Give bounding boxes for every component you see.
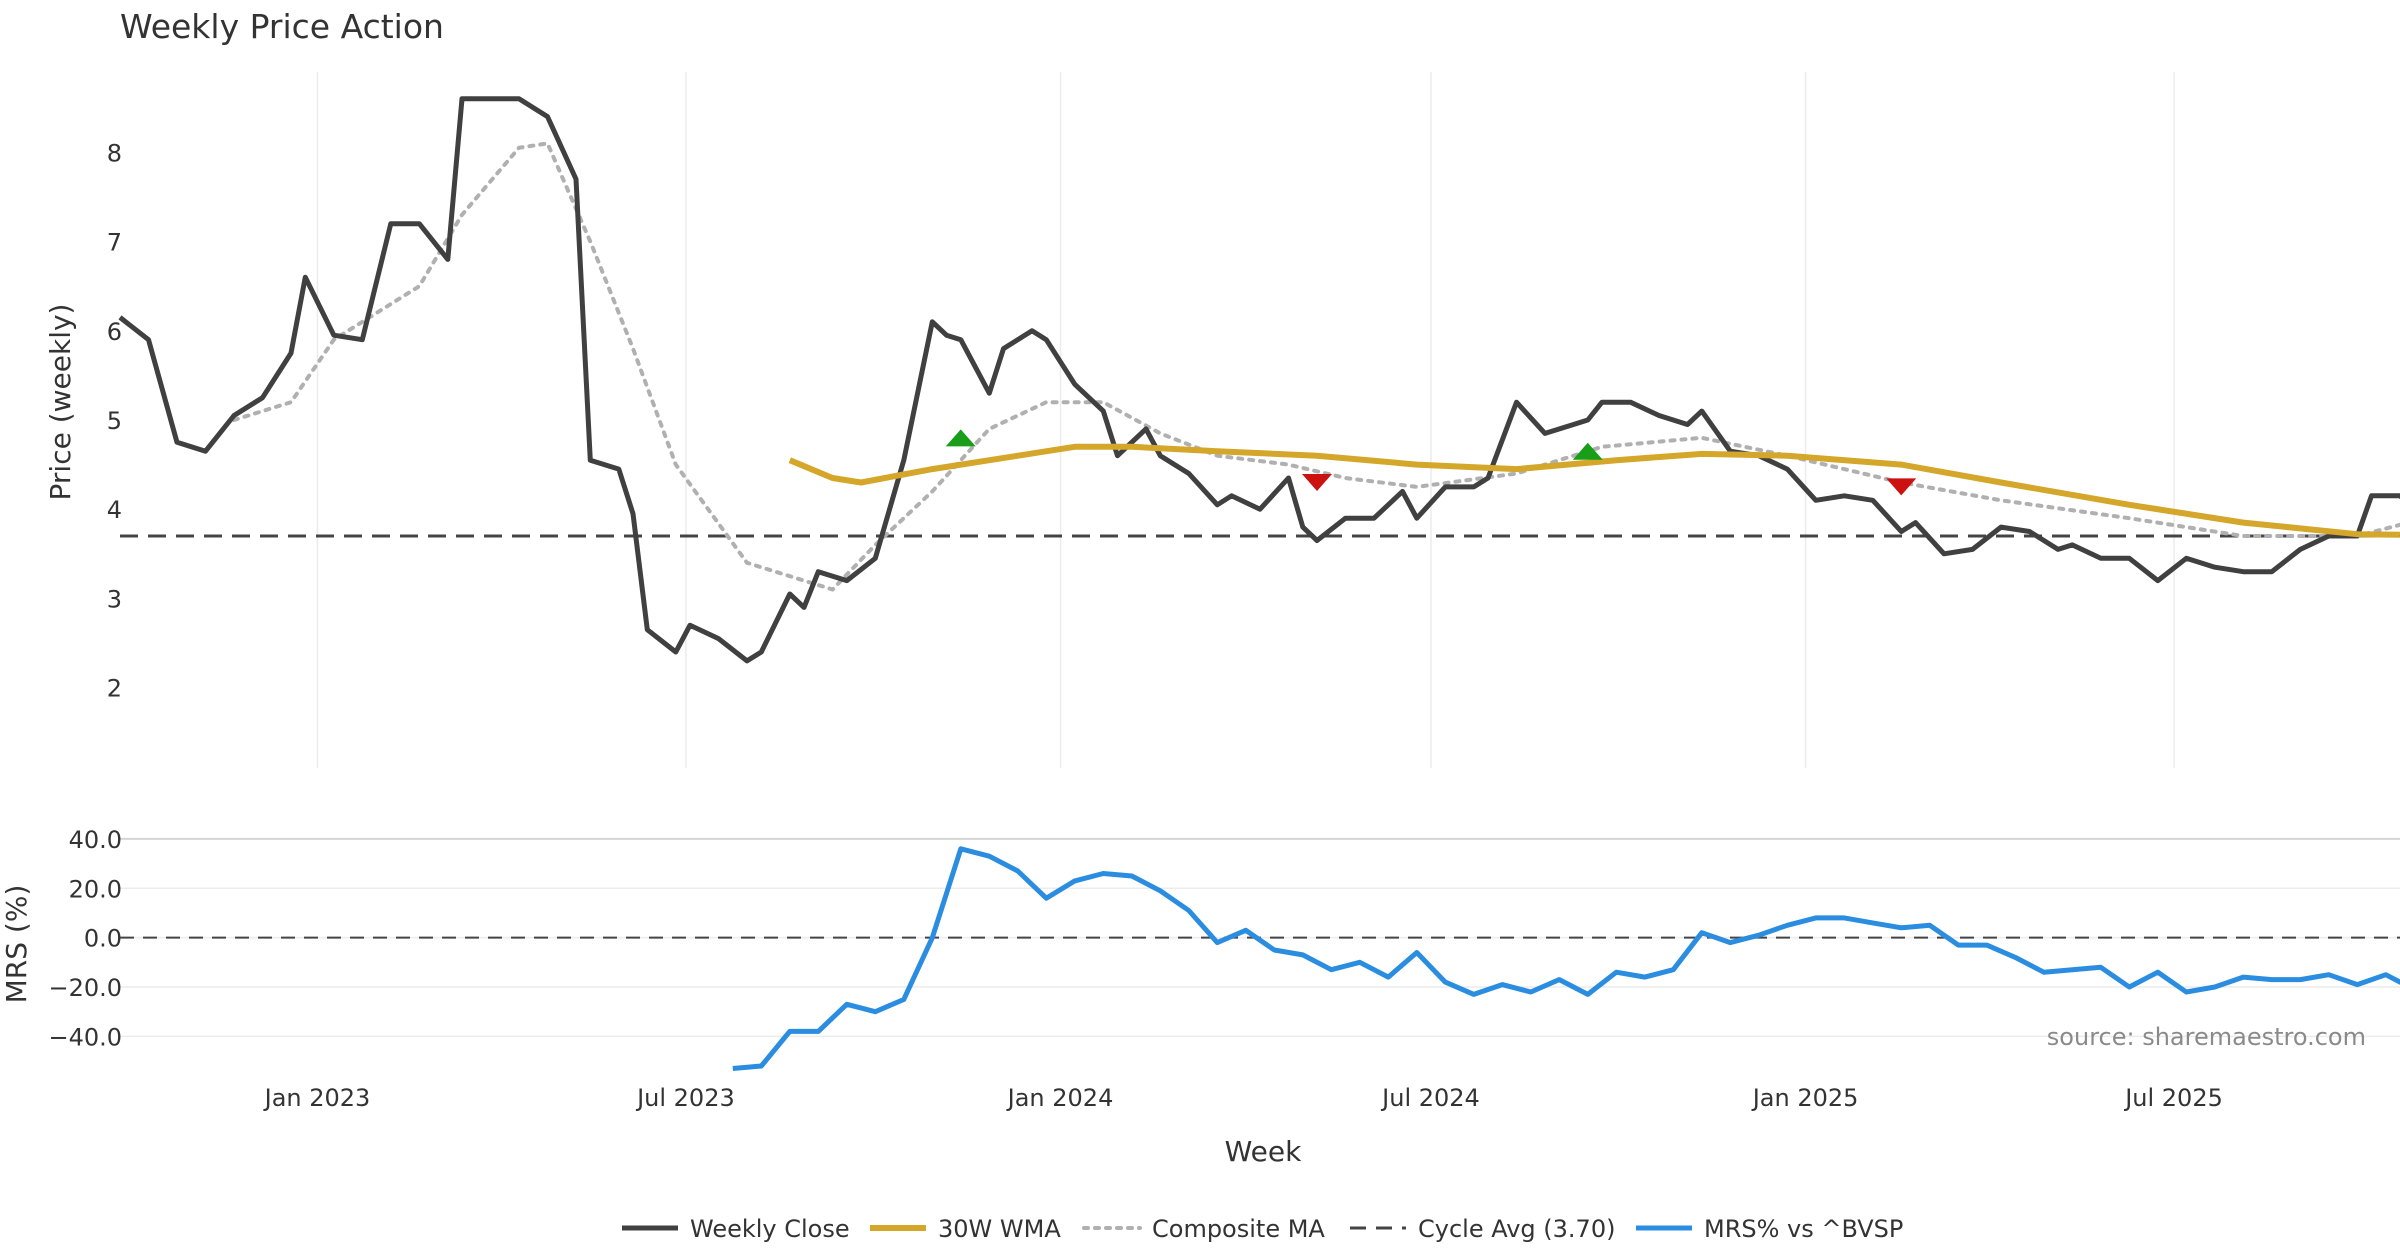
legend-label: MRS% vs ^BVSP — [1704, 1215, 1903, 1243]
price-series — [118, 96, 2400, 664]
mrs-y-tick-label: 20.0 — [69, 875, 122, 903]
price-y-tick-label: 5 — [107, 407, 122, 435]
x-tick-label: Jul 2025 — [2123, 1084, 2223, 1112]
weekly-close-line — [118, 96, 2400, 664]
price-y-tick-label: 2 — [107, 675, 122, 703]
price-y-tick-label: 7 — [107, 229, 122, 257]
price-grid — [316, 72, 2175, 768]
mrs-y-tick-label: −40.0 — [48, 1023, 122, 1051]
mrs-y-ticks: 40.0 20.0 0.0 −20.0 −40.0 — [48, 826, 122, 1051]
x-tick-label: Jul 2024 — [1380, 1084, 1480, 1112]
x-tick-label: Jan 2025 — [1751, 1084, 1859, 1112]
signal-markers — [945, 429, 2400, 536]
x-axis-label: Week — [1225, 1135, 1302, 1168]
sell-signal-marker — [1302, 473, 1332, 491]
mrs-y-tick-label: −20.0 — [48, 974, 122, 1002]
buy-signal-marker — [945, 429, 976, 447]
x-tick-label: Jul 2023 — [635, 1084, 735, 1112]
composite-ma-line — [232, 141, 2400, 592]
legend-label: Composite MA — [1152, 1215, 1325, 1243]
source-credit: source: sharemaestro.com — [2047, 1023, 2366, 1051]
mrs-y-axis-label: MRS (%) — [0, 885, 33, 1004]
price-y-tick-label: 6 — [107, 318, 122, 346]
price-y-axis-label: Price (weekly) — [44, 304, 77, 501]
price-y-ticks: 2 3 4 5 6 7 8 — [107, 139, 122, 702]
legend-label: 30W WMA — [938, 1215, 1061, 1243]
x-tick-label: Jan 2024 — [1006, 1084, 1114, 1112]
x-axis-ticks: Jan 2023 Jul 2023 Jan 2024 Jul 2024 Jan 2025… — [263, 1084, 2223, 1112]
sell-signal-marker — [1886, 478, 1917, 496]
mrs-y-tick-label: 0.0 — [84, 925, 122, 953]
price-y-tick-label: 3 — [107, 585, 122, 613]
chart-title: Weekly Price Action — [120, 7, 444, 46]
legend-label: Cycle Avg (3.70) — [1418, 1215, 1615, 1243]
x-tick-label: Jan 2023 — [263, 1084, 371, 1112]
wma-30w-line — [788, 443, 2400, 538]
buy-signal-marker — [1572, 442, 1603, 460]
legend-label: Weekly Close — [690, 1215, 850, 1243]
price-y-tick-label: 8 — [107, 139, 122, 167]
legend: Weekly Close 30W WMA Composite MA Cycle Avg… — [622, 1215, 1903, 1243]
mrs-y-tick-label: 40.0 — [69, 826, 122, 854]
price-panel: 2 3 4 5 6 7 8 Price (weekly) — [44, 72, 2400, 768]
mrs-panel: 40.0 20.0 0.0 −20.0 −40.0 MRS (%) source: sh… — [0, 826, 2400, 1071]
price-y-tick-label: 4 — [107, 496, 122, 524]
mrs-series — [732, 846, 2400, 1071]
mrs-line — [732, 846, 2400, 1071]
